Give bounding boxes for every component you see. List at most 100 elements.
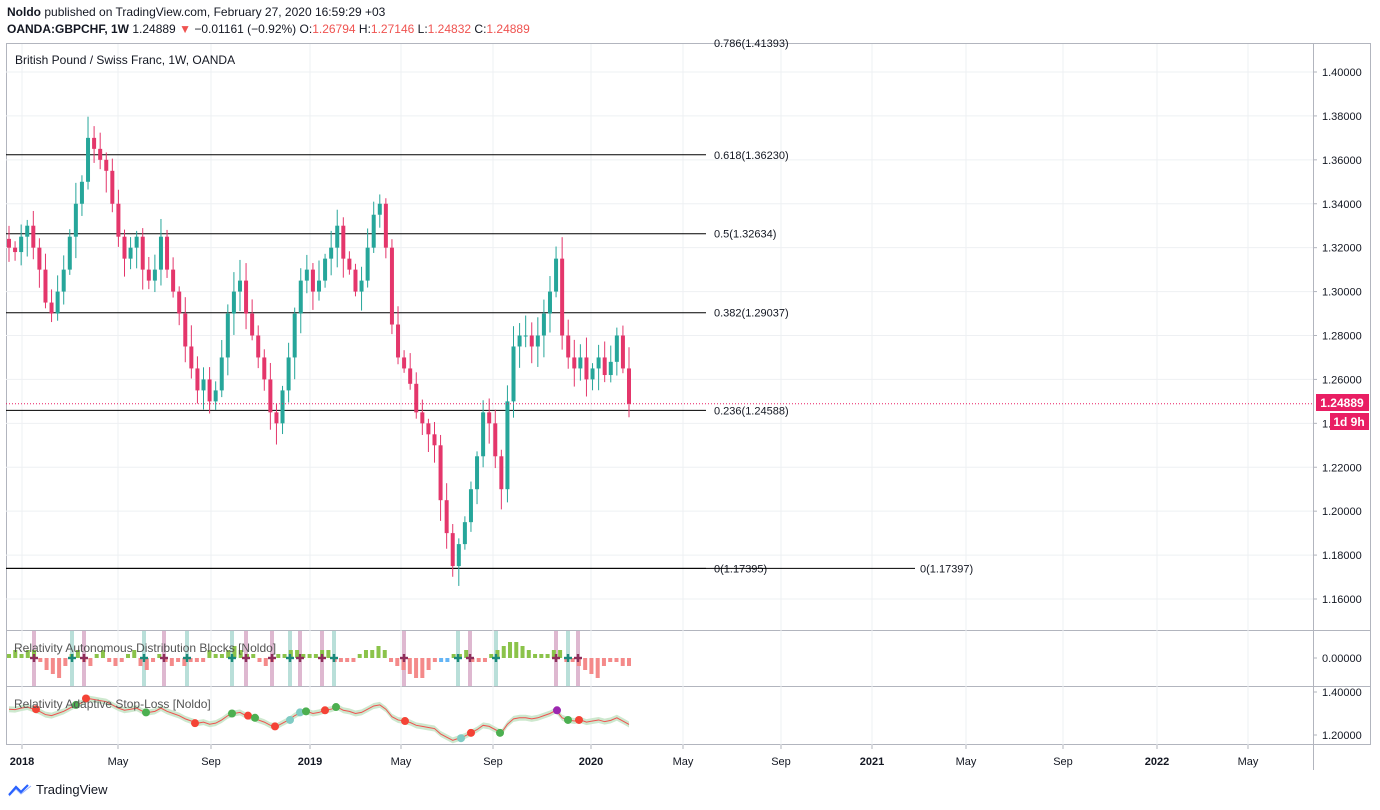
fib-label-top: 0.786(1.41393) — [714, 38, 789, 50]
candle-body — [323, 258, 328, 281]
candle-body — [408, 368, 413, 384]
stop-loss-dot — [271, 722, 279, 731]
candle-body — [493, 423, 498, 457]
candle-body — [134, 236, 139, 248]
histogram-bar — [169, 658, 174, 666]
histogram-bar — [44, 658, 49, 670]
close-label: C: — [474, 22, 487, 36]
y-tick-label: 1.20000 — [1322, 506, 1362, 518]
candle-body — [456, 544, 461, 567]
low-label: L: — [417, 22, 428, 36]
candle-body — [116, 203, 121, 237]
y-tick-label: 1.32000 — [1322, 243, 1362, 255]
histogram-bar — [232, 646, 237, 658]
stop-loss-dot — [82, 694, 90, 703]
histogram-bar — [395, 658, 400, 666]
histogram-bar — [213, 654, 218, 658]
histogram-bar — [501, 646, 506, 658]
author-name[interactable]: Noldo — [7, 5, 41, 19]
tradingview-logo-icon — [8, 783, 32, 796]
candle-body — [578, 357, 583, 369]
candle-body — [37, 247, 42, 270]
candle-body — [584, 357, 589, 380]
indicator-1-pane: 0.00000 — [7, 631, 1362, 686]
candle-body — [55, 291, 60, 314]
candle-body — [140, 236, 145, 270]
histogram-bar — [100, 650, 105, 658]
candle-body — [225, 313, 230, 358]
stop-loss-line — [8, 697, 630, 741]
histogram-bar — [482, 658, 487, 662]
candle-body — [104, 159, 109, 171]
histogram-bar — [263, 658, 268, 666]
stop-loss-dot — [228, 709, 236, 718]
histogram-bar — [201, 658, 206, 662]
histogram-bar — [7, 654, 11, 658]
histogram-bar — [564, 658, 569, 662]
candle-body — [377, 203, 382, 215]
histogram-bar — [88, 658, 93, 666]
histogram-bar — [132, 650, 137, 658]
histogram-bar — [19, 654, 24, 658]
candle-body — [317, 280, 321, 292]
histogram-bar — [125, 654, 130, 658]
x-tick-label: May — [956, 756, 977, 768]
y-tick-label: 1.36000 — [1322, 155, 1362, 167]
histogram-bar — [508, 642, 513, 658]
stop-loss-dot — [467, 728, 475, 737]
candle-body — [554, 258, 559, 292]
stop-loss-dot — [32, 705, 40, 714]
histogram-bar — [157, 654, 162, 658]
low-value: 1.24832 — [427, 22, 472, 36]
x-tick-label: Sep — [201, 756, 221, 768]
open-label: O: — [299, 22, 313, 36]
candle-body — [444, 500, 449, 534]
histogram-bar — [520, 646, 525, 658]
x-tick-label: Sep — [1053, 756, 1073, 768]
x-tick-label: Sep — [771, 756, 791, 768]
histogram-bar — [238, 650, 243, 658]
candle-body — [207, 379, 212, 402]
candle-body — [158, 236, 163, 270]
histogram-bar — [551, 650, 556, 658]
histogram-bar — [345, 658, 350, 662]
stop-loss-dot — [321, 706, 329, 715]
last-price: 1.24889 — [132, 22, 176, 36]
price-axis[interactable]: 1.40000 1.38000 1.36000 1.34000 1.32000 1.300… — [1313, 67, 1362, 606]
candle-body — [572, 357, 577, 369]
histogram-bar — [589, 658, 594, 674]
footer-brand[interactable]: TradingView — [8, 782, 108, 797]
histogram-bar — [50, 658, 55, 674]
candle-body — [79, 181, 84, 204]
candle-body — [627, 368, 631, 404]
candle-body — [620, 335, 625, 369]
candle-body — [310, 269, 315, 292]
candle-body — [426, 423, 431, 435]
candle-body — [268, 379, 273, 413]
candle-body — [383, 203, 388, 248]
stop-loss-dot — [191, 719, 199, 728]
candle-body — [505, 401, 510, 490]
candle-body — [602, 357, 607, 376]
histogram-bar — [338, 658, 343, 662]
candle-body — [335, 225, 340, 248]
stop-loss-dot — [457, 734, 465, 743]
candle-body — [250, 313, 255, 336]
candle-body — [560, 258, 565, 336]
stop-loss-dot — [142, 708, 150, 717]
histogram-bar — [432, 658, 437, 662]
candle-body — [365, 247, 370, 281]
indicator-2-pane: 1.40000 1.20000 — [8, 687, 1362, 744]
histogram-bar — [207, 650, 212, 658]
time-axis[interactable]: 2018 May Sep 2019 May Sep 2020 May Sep 2021 May Sep… — [10, 745, 1259, 768]
histogram-bar — [489, 654, 494, 658]
histogram-bar — [363, 650, 368, 658]
histogram-bar — [138, 658, 143, 666]
candle-body — [86, 137, 91, 182]
candle-body — [73, 203, 78, 237]
stop-loss-dot — [286, 715, 294, 724]
candle-body — [256, 335, 261, 358]
candle-body — [590, 368, 595, 380]
candle-body — [499, 456, 504, 490]
